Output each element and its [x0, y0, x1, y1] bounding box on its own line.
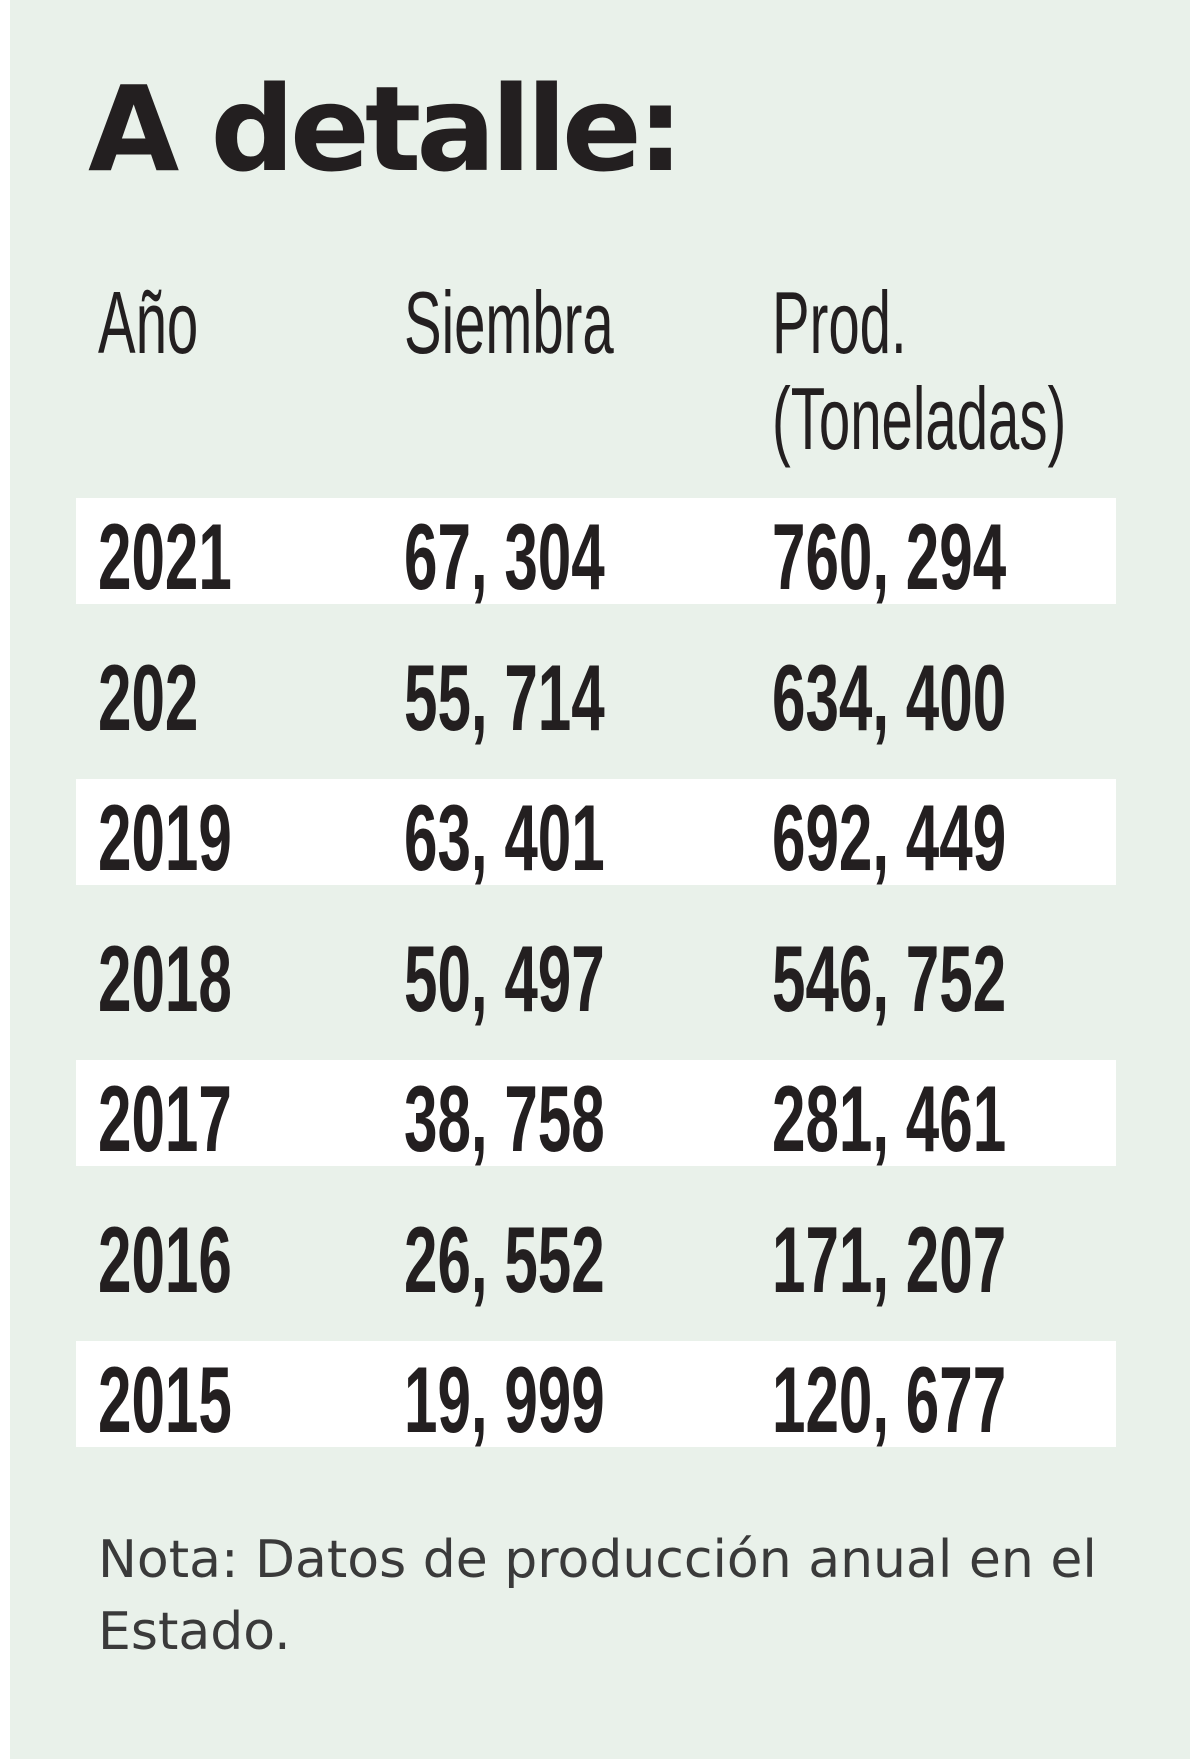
cell-production: 546, 752: [772, 926, 1007, 1031]
cell-sowing: 26, 552: [404, 1207, 605, 1312]
cell-year: 2015: [98, 1347, 232, 1452]
table-row: 2018 50, 497 546, 752: [76, 920, 1116, 1026]
table-row: 2019 63, 401 692, 449: [76, 779, 1116, 885]
cell-year: 2021: [98, 504, 232, 609]
page-title: A detalle:: [88, 60, 684, 198]
cell-sowing: 63, 401: [404, 785, 605, 890]
table-row: 2016 26, 552 171, 207: [76, 1201, 1116, 1307]
header-production-unit: (Toneladas): [772, 369, 1067, 468]
cell-sowing: 67, 304: [404, 504, 605, 609]
cell-production: 120, 677: [772, 1347, 1007, 1452]
table-row: 2015 19, 999 120, 677: [76, 1341, 1116, 1447]
cell-sowing: 50, 497: [404, 926, 605, 1031]
footnote: Nota: Datos de producción anual en el Es…: [98, 1530, 1097, 1662]
cell-production: 634, 400: [772, 645, 1007, 750]
header-sowing: Siembra: [404, 273, 614, 372]
cell-production: 760, 294: [772, 504, 1007, 609]
cell-production: 281, 461: [772, 1066, 1007, 1171]
table-row: 2021 67, 304 760, 294: [76, 498, 1116, 604]
cell-year: 2016: [98, 1207, 232, 1312]
cell-year: 202: [98, 645, 199, 750]
table-row: 2017 38, 758 281, 461: [76, 1060, 1116, 1166]
cell-sowing: 38, 758: [404, 1066, 605, 1171]
cell-sowing: 55, 714: [404, 645, 605, 750]
cell-year: 2018: [98, 926, 232, 1031]
cell-year: 2019: [98, 785, 232, 890]
cell-production: 171, 207: [772, 1207, 1007, 1312]
cell-sowing: 19, 999: [404, 1347, 605, 1452]
cell-production: 692, 449: [772, 785, 1007, 890]
cell-year: 2017: [98, 1066, 232, 1171]
table-row: 202 55, 714 634, 400: [76, 639, 1116, 745]
header-year: Año: [98, 273, 199, 372]
header-production: Prod.: [772, 273, 907, 372]
